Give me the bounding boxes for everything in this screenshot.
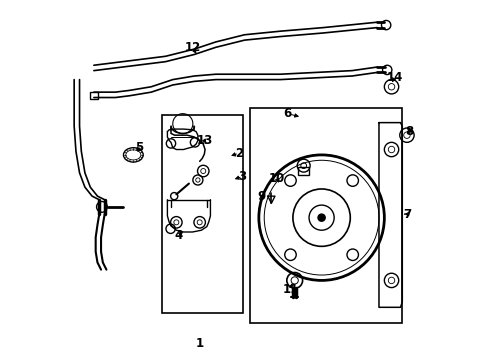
Bar xyxy=(162,116,242,313)
Text: 7: 7 xyxy=(403,208,411,221)
Bar xyxy=(298,167,308,175)
Text: 14: 14 xyxy=(386,71,402,84)
Text: 3: 3 xyxy=(238,170,246,183)
Text: 13: 13 xyxy=(196,134,212,147)
Text: 9: 9 xyxy=(257,190,265,203)
Text: 5: 5 xyxy=(134,141,142,154)
Text: 10: 10 xyxy=(268,172,285,185)
Bar xyxy=(90,92,98,99)
Text: 6: 6 xyxy=(283,107,291,120)
Text: 4: 4 xyxy=(174,229,182,242)
Text: 12: 12 xyxy=(184,41,200,54)
Text: 8: 8 xyxy=(405,125,413,138)
Text: 11: 11 xyxy=(282,283,298,296)
Text: 2: 2 xyxy=(235,147,243,159)
Circle shape xyxy=(317,214,325,221)
Bar xyxy=(249,108,402,323)
Text: 1: 1 xyxy=(195,337,203,350)
